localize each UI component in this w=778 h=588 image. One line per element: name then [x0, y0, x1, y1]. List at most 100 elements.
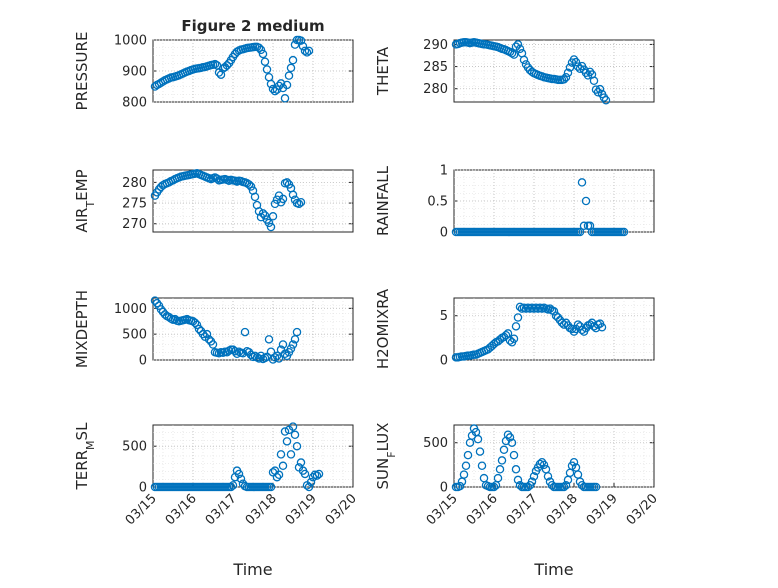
y-tick-label: 1000: [114, 302, 147, 317]
data-point: [515, 480, 525, 490]
y-axis-label: RAINFALL: [374, 165, 392, 236]
data-point: [266, 222, 276, 232]
data-point: [513, 313, 523, 322]
data-point: [527, 477, 537, 486]
y-tick-label: 500: [122, 328, 147, 343]
data-point: [198, 329, 208, 339]
x-tick-label: 03/19: [283, 491, 320, 528]
data-point: [296, 36, 306, 45]
data-point: [559, 75, 569, 84]
y-axis-label: TERRMSL: [73, 422, 97, 491]
x-axis-label: Time: [533, 560, 573, 579]
data-point: [254, 207, 264, 216]
data-point: [306, 477, 316, 487]
data-point: [202, 329, 212, 339]
data-point: [511, 322, 521, 331]
x-tick-label: 03/17: [203, 491, 240, 528]
data-point: [290, 430, 300, 440]
subplot-1: 800 900 1000 PRESSURE Figure 2 medium: [73, 17, 354, 111]
data-point: [561, 480, 571, 490]
y-axis-label: MIXDEPTH: [73, 290, 91, 368]
x-tick-label: 03/16: [163, 491, 200, 528]
data-point: [282, 80, 292, 90]
y-tick-label: 0: [139, 481, 147, 496]
data-point: [473, 434, 483, 444]
x-tick-label: 03/19: [584, 491, 621, 528]
y-tick-label: 0: [440, 354, 448, 369]
x-tick-label: 03/20: [323, 491, 360, 528]
data-point: [192, 320, 202, 330]
x-tick-label: 03/18: [544, 491, 581, 528]
data-point: [272, 351, 282, 361]
data-point: [150, 296, 160, 305]
data-point: [515, 44, 525, 54]
data-point: [284, 71, 294, 80]
y-axis-label: PRESSURE: [73, 32, 91, 111]
data-point: [276, 79, 286, 88]
data-point: [258, 209, 268, 218]
data-point: [511, 465, 521, 474]
data-point: [274, 354, 284, 363]
data-point: [262, 65, 272, 74]
data-point: [278, 340, 288, 349]
data-point: [489, 482, 499, 492]
y-tick-label: 900: [122, 65, 147, 80]
data-point: [240, 327, 250, 337]
y-tick-label: 1000: [114, 34, 147, 49]
data-point: [595, 84, 605, 94]
data-point: [535, 459, 545, 469]
x-tick-label: 03/15: [424, 491, 461, 528]
data-point: [222, 61, 232, 70]
data-point: [296, 458, 306, 467]
data-point: [539, 460, 549, 470]
y-axis-label: THETA: [374, 46, 392, 96]
y-tick-label: 5: [440, 309, 448, 324]
data-point: [597, 322, 607, 332]
y-tick-label: 800: [122, 96, 147, 111]
x-tick-label: 03/20: [624, 491, 661, 528]
subplot-2: 280 285 290 THETA: [374, 38, 655, 105]
data-point: [509, 334, 519, 343]
data-point: [274, 470, 284, 480]
data-point: [501, 330, 511, 340]
data-point: [254, 43, 264, 53]
data-point: [234, 469, 244, 479]
data-point: [455, 481, 465, 491]
data-point: [575, 227, 585, 237]
data-point: [228, 481, 238, 490]
data-point: [270, 199, 280, 209]
data-point: [463, 450, 473, 460]
data-point: [519, 55, 529, 65]
data-point: [230, 346, 240, 356]
y-tick-label: 280: [122, 176, 147, 191]
y-tick-label: 0: [139, 354, 147, 369]
y-tick-label: 275: [122, 197, 147, 212]
data-point: [507, 49, 517, 58]
y-tick-label: 0.5: [427, 195, 448, 210]
data-point: [577, 178, 587, 187]
data-point: [577, 325, 587, 335]
data-point: [515, 302, 525, 312]
y-axis-label: H2OMIXRA: [374, 288, 392, 369]
subplot-3: 270 275 280 AIRTEMP: [73, 169, 354, 233]
data-point: [529, 472, 539, 481]
data-point: [302, 48, 312, 57]
data-point: [286, 344, 296, 353]
data-point: [204, 335, 214, 344]
data-point: [232, 349, 242, 359]
data-point: [294, 199, 304, 209]
data-point: [549, 307, 559, 316]
x-tick-label: 03/17: [504, 491, 541, 528]
data-point: [256, 45, 266, 55]
subplot-4: 0 0.5 1 RAINFALL: [374, 164, 655, 241]
data-point: [280, 427, 290, 436]
data-point: [314, 469, 324, 479]
data-point: [601, 95, 611, 105]
data-point: [499, 445, 509, 455]
data-point: [190, 318, 200, 328]
x-tick-label: 03/15: [123, 491, 160, 528]
data-point: [459, 470, 469, 479]
subplot-6: 0 5 H2OMIXRA: [374, 288, 655, 369]
y-tick-label: 280: [423, 82, 448, 97]
data-point: [497, 456, 507, 465]
